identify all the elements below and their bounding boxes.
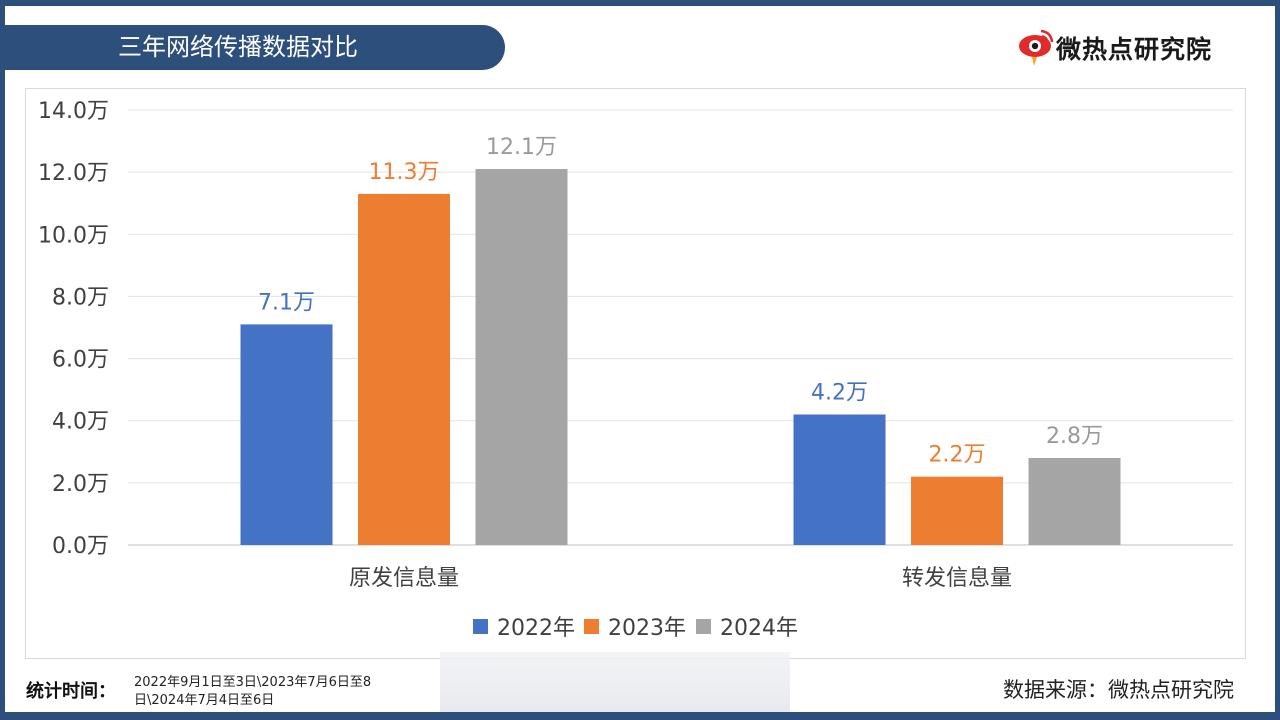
stat-time-label: 统计时间： xyxy=(26,681,116,702)
stat-time-range: 2022年9月1日至3日\2023年7月6日至8日\2024年7月4日至6日 xyxy=(134,675,372,708)
legend-label: 2022年 xyxy=(497,616,575,641)
data-label: 11.3万 xyxy=(369,160,440,185)
y-tick-label: 4.0万 xyxy=(52,410,109,435)
bar xyxy=(358,193,450,545)
frame-top xyxy=(0,0,1280,6)
y-tick-label: 12.0万 xyxy=(38,161,109,186)
y-tick-label: 14.0万 xyxy=(38,99,109,124)
bar xyxy=(1028,458,1121,545)
frame-bottom xyxy=(0,712,1280,720)
y-tick-label: 2.0万 xyxy=(52,472,109,497)
bar xyxy=(475,169,568,545)
data-label: 2.2万 xyxy=(929,443,986,468)
x-category-label: 原发信息量 xyxy=(349,566,459,591)
legend-swatch xyxy=(584,619,599,634)
data-label: 4.2万 xyxy=(811,381,868,406)
data-label: 12.1万 xyxy=(486,135,557,160)
chart-area: 0.0万 2.0万 4.0万 6.0万 8.0万 10.0万 12.0万 14.0万 7.1万 1… xyxy=(25,88,1246,659)
data-label: 7.1万 xyxy=(258,290,315,315)
frame-right xyxy=(1275,0,1280,720)
y-tick-label: 0.0万 xyxy=(52,534,109,559)
title-banner: 三年网络传播数据对比 xyxy=(0,25,505,70)
y-tick-label: 10.0万 xyxy=(38,223,109,248)
brand: 微热点研究院 xyxy=(1016,26,1246,68)
bar xyxy=(793,414,886,545)
y-tick-label: 8.0万 xyxy=(52,285,109,310)
brand-name: 微热点研究院 xyxy=(1056,35,1213,64)
legend-label: 2023年 xyxy=(608,616,686,641)
bar-chart: 0.0万 2.0万 4.0万 6.0万 8.0万 10.0万 12.0万 14.0万 7.1万 1… xyxy=(38,99,1233,641)
frame-left xyxy=(0,0,5,720)
weibo-eye-icon xyxy=(1019,29,1054,66)
data-source: 数据来源：微热点研究院 xyxy=(1003,678,1234,702)
page-title: 三年网络传播数据对比 xyxy=(118,33,358,61)
bar xyxy=(240,324,333,545)
blurred-watermark xyxy=(440,652,790,712)
bar xyxy=(911,476,1003,545)
legend-swatch xyxy=(696,619,711,634)
y-tick-label: 6.0万 xyxy=(52,348,109,373)
legend-swatch xyxy=(473,619,488,634)
legend-label: 2024年 xyxy=(720,616,798,641)
x-category-label: 转发信息量 xyxy=(902,566,1012,591)
data-label: 2.8万 xyxy=(1046,424,1103,449)
